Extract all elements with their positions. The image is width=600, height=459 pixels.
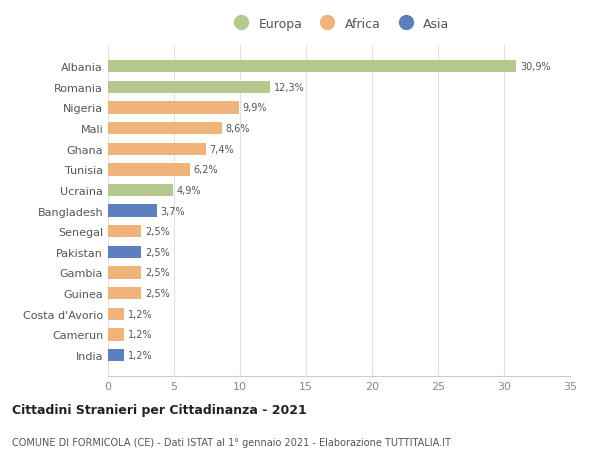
Bar (108, 287, 141, 300)
Bar (108, 246, 141, 258)
Bar (108, 349, 124, 361)
Text: 1,2%: 1,2% (128, 330, 152, 340)
Text: 1,2%: 1,2% (128, 309, 152, 319)
Text: 9,9%: 9,9% (242, 103, 267, 113)
Bar (108, 123, 221, 135)
Text: 2,5%: 2,5% (145, 227, 170, 237)
Text: 3,7%: 3,7% (161, 206, 185, 216)
Bar (108, 225, 141, 238)
Text: 30,9%: 30,9% (520, 62, 550, 72)
Bar (108, 185, 173, 197)
Bar (108, 329, 124, 341)
Text: 2,5%: 2,5% (145, 247, 170, 257)
Bar (108, 164, 190, 176)
Bar (108, 205, 157, 217)
Text: 2,5%: 2,5% (145, 288, 170, 298)
Bar (108, 267, 141, 279)
Bar (108, 82, 271, 94)
Bar (108, 102, 239, 114)
Legend: Europa, Africa, Asia: Europa, Africa, Asia (223, 12, 455, 35)
Text: 6,2%: 6,2% (194, 165, 218, 175)
Text: 7,4%: 7,4% (209, 145, 234, 154)
Bar (108, 308, 124, 320)
Text: Cittadini Stranieri per Cittadinanza - 2021: Cittadini Stranieri per Cittadinanza - 2… (12, 403, 307, 416)
Bar (108, 61, 516, 73)
Bar (108, 143, 206, 156)
Text: COMUNE DI FORMICOLA (CE) - Dati ISTAT al 1° gennaio 2021 - Elaborazione TUTTITAL: COMUNE DI FORMICOLA (CE) - Dati ISTAT al… (12, 437, 451, 447)
Text: 1,2%: 1,2% (128, 350, 152, 360)
Text: 12,3%: 12,3% (274, 83, 305, 93)
Text: 8,6%: 8,6% (226, 124, 250, 134)
Text: 2,5%: 2,5% (145, 268, 170, 278)
Text: 4,9%: 4,9% (176, 185, 201, 196)
